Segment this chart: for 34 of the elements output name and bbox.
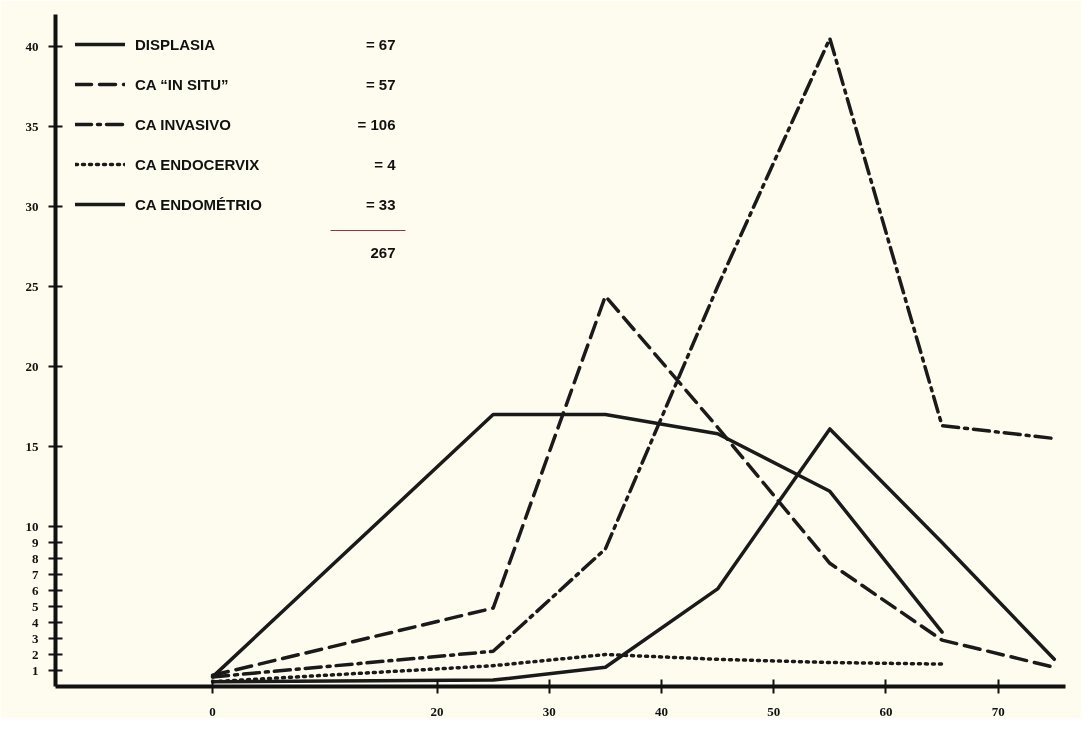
annotation: = 4 bbox=[374, 156, 397, 173]
x-tick-label: 40 bbox=[655, 703, 668, 719]
y-tick-label: 25 bbox=[25, 278, 39, 294]
x-tick-label: 70 bbox=[991, 703, 1005, 719]
x-tick-label: 60 bbox=[879, 703, 893, 719]
legend-label: DISPLASIA bbox=[135, 34, 216, 54]
y-tick-label: 8 bbox=[32, 550, 39, 566]
legend-label: CA ENDOCERVIX bbox=[135, 154, 260, 174]
annotation: = 33 bbox=[365, 196, 396, 213]
y-tick-label: 40 bbox=[25, 38, 39, 54]
annotation: 267 bbox=[370, 243, 396, 261]
annotation: = 57 bbox=[365, 76, 396, 93]
y-tick-label: 4 bbox=[32, 614, 39, 630]
legend-label: CA “IN SITU” bbox=[135, 74, 229, 94]
y-tick-label: 20 bbox=[25, 358, 39, 374]
y-tick-label: 7 bbox=[32, 566, 39, 582]
y-tick-label: 6 bbox=[32, 582, 39, 598]
legend-label: CA ENDOMÉTRIO bbox=[135, 194, 262, 214]
x-tick-label: 0 bbox=[209, 703, 216, 719]
legend-label: CA INVASIVO bbox=[135, 114, 231, 134]
x-tick-label: 50 bbox=[767, 703, 781, 719]
y-tick-label: 2 bbox=[32, 646, 39, 662]
y-tick-label: 5 bbox=[32, 598, 39, 614]
y-tick-label: 10 bbox=[25, 518, 39, 534]
y-tick-label: 15 bbox=[25, 438, 39, 454]
y-tick-label: 30 bbox=[25, 198, 39, 214]
x-tick-label: 30 bbox=[542, 703, 556, 719]
y-tick-label: 1 bbox=[32, 662, 39, 678]
y-tick-label: 35 bbox=[25, 118, 39, 134]
x-tick-label: 20 bbox=[430, 703, 444, 719]
y-tick-label: 9 bbox=[32, 534, 39, 550]
annotation: = 106 bbox=[357, 116, 396, 133]
y-tick-label: 3 bbox=[32, 630, 39, 646]
annotation: = 67 bbox=[365, 36, 396, 53]
